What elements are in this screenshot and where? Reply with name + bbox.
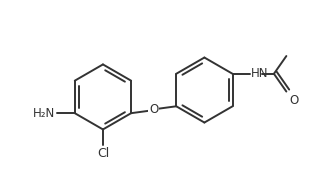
Text: O: O: [289, 95, 299, 107]
Text: O: O: [149, 103, 158, 116]
Text: HN: HN: [251, 67, 269, 80]
Text: H₂N: H₂N: [33, 107, 55, 120]
Text: Cl: Cl: [97, 147, 109, 160]
